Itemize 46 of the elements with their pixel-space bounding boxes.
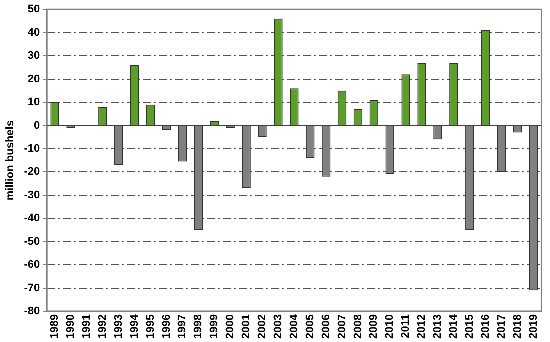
x-tick-label: 1998 <box>192 314 205 340</box>
y-tick-label: -20 <box>24 166 40 178</box>
x-tick-label: 2016 <box>480 314 492 340</box>
x-tick-label: 2017 <box>496 314 508 340</box>
y-tick-label: 50 <box>28 4 40 16</box>
x-tick-label: 2010 <box>384 314 396 340</box>
y-tick-label: -70 <box>24 282 40 294</box>
y-tick-label: 30 <box>28 50 40 62</box>
y-tick-label: 10 <box>28 96 40 109</box>
x-tick-label: 2001 <box>240 314 253 340</box>
y-tick-label: -60 <box>24 259 40 272</box>
x-tick-label: 1990 <box>65 314 78 340</box>
x-tick-label: 2014 <box>448 314 460 340</box>
x-tick-label: 2009 <box>368 314 380 340</box>
y-tick-label: 40 <box>28 26 40 39</box>
x-tick-label: 1999 <box>208 314 221 340</box>
y-tick-label: 20 <box>28 73 40 86</box>
y-tick-label: -30 <box>24 189 40 202</box>
x-tick-label: 2019 <box>528 314 540 340</box>
x-tick-label: 1989 <box>49 314 62 340</box>
x-tick-label: 2003 <box>272 314 284 340</box>
x-tick-label: 1997 <box>176 314 189 340</box>
y-tick-label: -40 <box>24 212 40 225</box>
x-tick-label: 1995 <box>144 314 157 340</box>
x-tick-label: 2013 <box>432 314 444 340</box>
x-tick-label: 2006 <box>320 314 332 340</box>
x-tick-label: 2002 <box>256 314 269 340</box>
x-tick-label: 2000 <box>224 314 237 340</box>
x-tick-label: 1992 <box>96 314 109 340</box>
x-tick-label: 2005 <box>304 314 316 340</box>
x-tick-label: 2011 <box>400 314 412 338</box>
x-tick-label: 1993 <box>112 314 125 340</box>
y-axis-title: million bushels <box>4 120 17 201</box>
y-tick-label: -10 <box>24 142 40 155</box>
x-tick-label: 2012 <box>416 314 428 340</box>
x-tick-label: 2004 <box>288 314 300 340</box>
x-tick-label: 2015 <box>464 314 476 340</box>
x-tick-label: 1994 <box>128 314 141 340</box>
x-tick-label: 1991 <box>81 314 94 340</box>
x-tick-label: 2018 <box>512 314 524 340</box>
x-tick-label: 2008 <box>352 314 364 340</box>
y-tick-label: -50 <box>24 236 40 248</box>
y-tick-label: -80 <box>24 306 40 318</box>
x-tick-label: 2007 <box>336 314 348 340</box>
x-tick-label: 1996 <box>160 314 173 340</box>
y-tick-label: 0 <box>34 120 40 132</box>
